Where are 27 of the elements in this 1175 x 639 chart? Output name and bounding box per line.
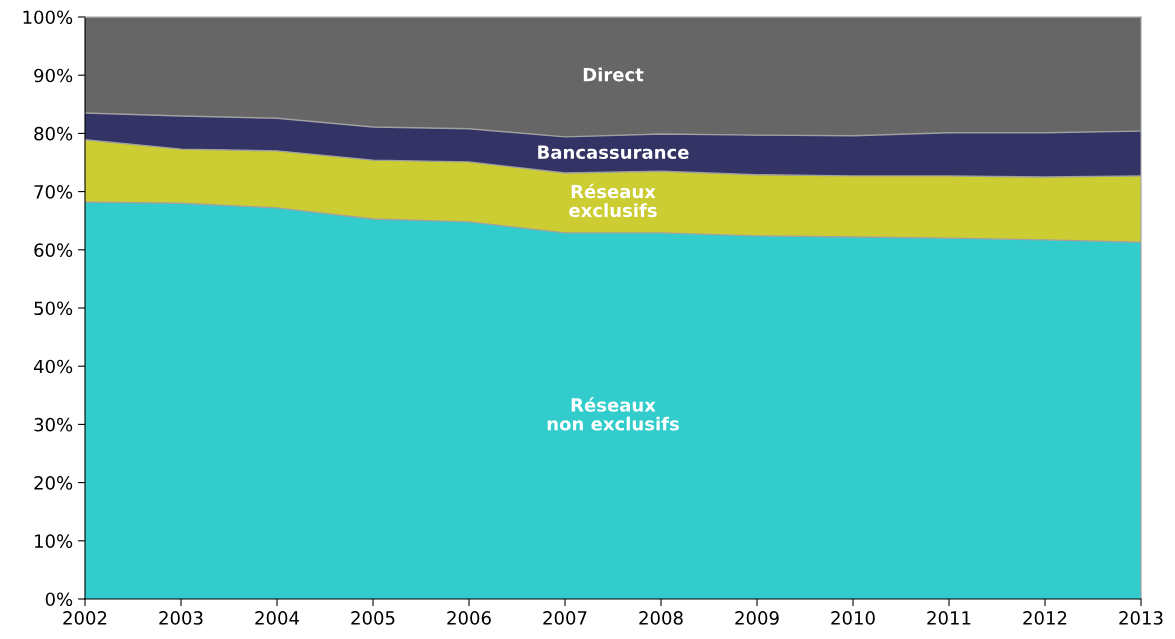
x-tick-label: 2009 <box>735 611 779 625</box>
y-tick-label: 50% <box>34 301 73 316</box>
y-tick-label: 70% <box>34 185 73 199</box>
x-tick-label: 2002 <box>63 611 107 625</box>
series-label: Direct <box>583 67 644 82</box>
y-tick-label: 10% <box>35 534 73 548</box>
x-tick-label: 2005 <box>351 611 395 625</box>
y-tick-label: 60% <box>34 243 73 257</box>
x-tick-label: 2004 <box>255 611 299 625</box>
y-tick-label: 100% <box>23 10 73 25</box>
y-tick-label: 80% <box>34 126 73 141</box>
x-tick-label: 2003 <box>159 611 203 625</box>
x-tick-label: 2008 <box>639 611 683 625</box>
x-tick-label: 2007 <box>543 611 587 625</box>
x-tick-label: 2010 <box>831 611 875 625</box>
x-tick-label: 2013 <box>1119 611 1163 625</box>
y-tick-label: 0% <box>45 592 73 607</box>
x-tick-label: 2011 <box>927 611 971 625</box>
x-tick-label: 2012 <box>1023 611 1067 625</box>
y-tick-label: 20% <box>34 476 73 490</box>
series-label: Bancassurance <box>538 145 689 160</box>
y-tick-label: 90% <box>34 68 73 83</box>
x-tick-label: 2006 <box>447 611 491 625</box>
y-tick-label: 30% <box>34 417 73 432</box>
series-label: Réseaux exclusifs <box>569 183 657 218</box>
series-label: Réseaux non exclusifs <box>547 397 679 431</box>
y-tick-label: 40% <box>33 359 73 374</box>
